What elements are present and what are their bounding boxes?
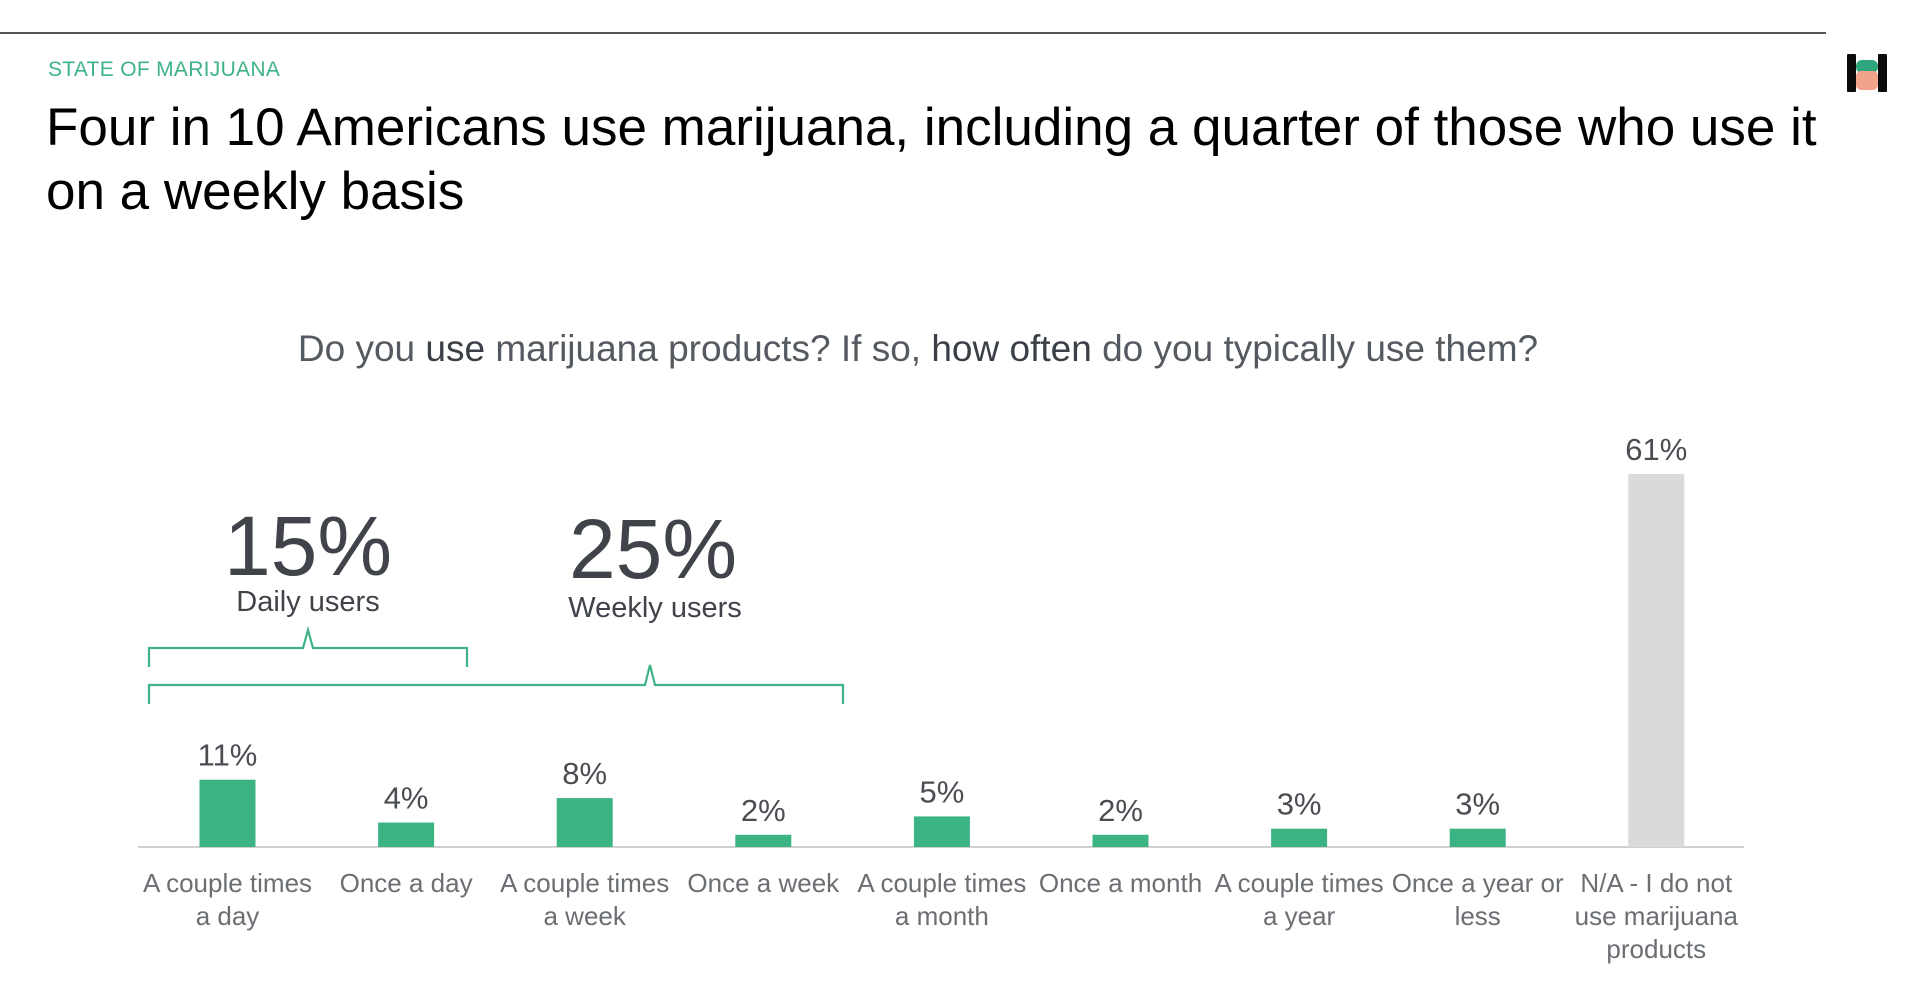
bar-7	[1271, 828, 1328, 847]
bar-5	[913, 816, 970, 847]
bar-value-label-7: 3%	[1277, 787, 1322, 822]
bar-value-label-8: 3%	[1455, 787, 1500, 822]
bar-value-label-9: 61%	[1625, 432, 1687, 467]
category-label-6-line-1: Once a month	[1039, 868, 1202, 898]
category-label-9-line-1: N/A - I do not	[1580, 868, 1733, 898]
category-label-2-line-1: Once a day	[340, 868, 473, 898]
bar-9	[1628, 474, 1685, 847]
question-part-1: Do you	[297, 328, 426, 369]
section-kicker: STATE OF MARIJUANA	[48, 58, 281, 81]
category-label-1-line-1: A couple times	[143, 868, 312, 898]
bar-value-label-4: 2%	[741, 793, 786, 828]
page-title: Four in 10 Americans use marijuana, incl…	[46, 98, 1817, 221]
bar-value-label-2: 4%	[384, 781, 429, 816]
hims-logo-icon	[1844, 50, 1890, 96]
category-label-4-line-1: Once a week	[687, 868, 840, 898]
category-label-7-line-1: A couple times	[1215, 868, 1384, 898]
question-part-3: marijuana products? If so,	[485, 328, 932, 369]
category-label-9-line-2: use marijuana	[1575, 901, 1739, 931]
bar-4	[735, 834, 792, 847]
category-label-5-line-1: A couple times	[857, 868, 1026, 898]
category-label-8-line-1: Once a year or	[1392, 868, 1564, 898]
bar-value-label-1: 11%	[198, 738, 258, 773]
bar-value-label-5: 5%	[919, 774, 964, 809]
weekly-users-label: Weekly users	[568, 592, 742, 624]
question-part-4: how often	[931, 328, 1092, 369]
weekly-users-percent: 25%	[569, 502, 737, 596]
category-label-1-line-2: a day	[196, 901, 260, 931]
bar-2	[378, 822, 435, 847]
category-label-9-line-3: products	[1606, 934, 1706, 964]
weekly-users-bracket	[147, 664, 845, 704]
daily-users-label: Daily users	[236, 586, 379, 618]
category-label-3-line-2: a week	[544, 901, 627, 931]
chart-question: Do you use marijuana products? If so, ho…	[0, 328, 1836, 370]
daily-users-bracket	[147, 625, 469, 667]
question-part-2: use	[425, 328, 486, 369]
top-divider-line	[0, 32, 1826, 34]
bar-8	[1449, 828, 1506, 847]
question-part-5: do you typically use them?	[1091, 328, 1539, 369]
daily-users-percent: 15%	[224, 499, 392, 593]
category-label-8-line-2: less	[1455, 901, 1501, 931]
bars-layer	[199, 474, 1685, 847]
callout-layer: 15% Daily users 25% Weekly users	[147, 499, 845, 704]
category-label-7-line-2: a year	[1263, 901, 1336, 931]
bar-3	[556, 798, 613, 847]
bar-6	[1092, 834, 1149, 847]
category-label-3-line-1: A couple times	[500, 868, 669, 898]
bar-1	[199, 779, 256, 847]
bar-value-label-3: 8%	[562, 756, 607, 791]
bar-value-label-6: 2%	[1098, 793, 1143, 828]
category-label-5-line-2: a month	[895, 901, 989, 931]
